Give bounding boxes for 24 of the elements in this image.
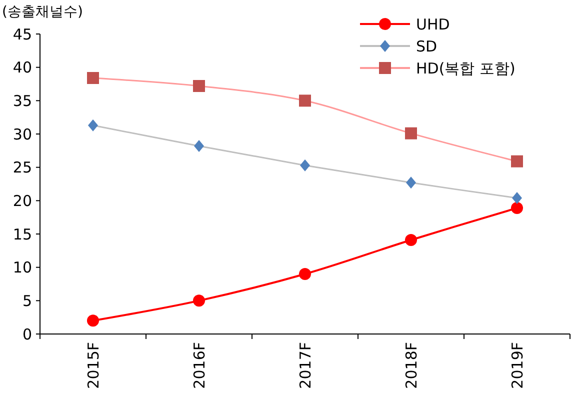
y-tick-label: 40 xyxy=(12,58,32,77)
x-tick-label: 2018F xyxy=(402,342,420,389)
legend-label: HD(복합 포함) xyxy=(416,59,516,78)
point xyxy=(511,202,523,214)
legend-label: SD xyxy=(416,37,438,56)
y-tick-label: 5 xyxy=(22,292,32,310)
y-axis-title: (송출채널수) xyxy=(2,4,83,20)
x-tick-label: 2017F xyxy=(296,342,314,389)
point xyxy=(193,294,205,307)
legend-label: UHD xyxy=(416,15,450,34)
x-tick-label: 2016F xyxy=(190,342,208,389)
point xyxy=(405,234,417,246)
y-tick-label: 30 xyxy=(12,125,32,144)
point xyxy=(299,268,311,280)
y-tick-label: 25 xyxy=(12,158,32,177)
point xyxy=(87,314,99,327)
y-tick-label: 45 xyxy=(12,25,32,44)
y-tick-label: 0 xyxy=(22,325,32,344)
x-tick-label: 2019F xyxy=(508,342,526,389)
y-tick-label: 10 xyxy=(12,258,32,277)
y-tick-label: 20 xyxy=(12,192,32,210)
x-tick-label: 2015F xyxy=(84,342,102,389)
y-tick-label: 35 xyxy=(12,92,32,110)
y-tick-label: 15 xyxy=(12,225,32,244)
